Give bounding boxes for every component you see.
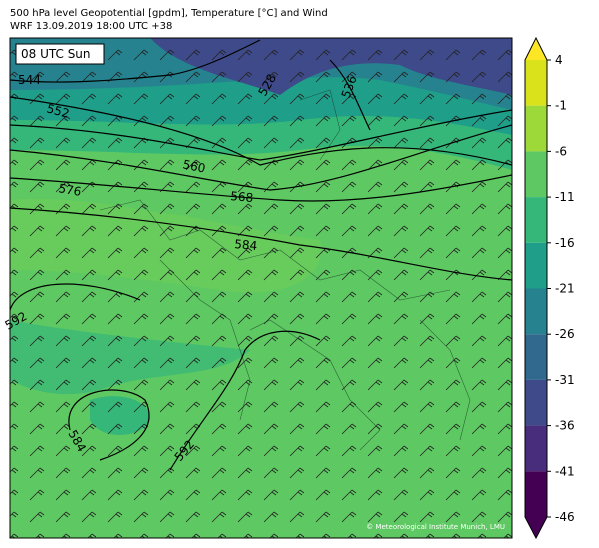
- contour-label: 576: [57, 181, 82, 199]
- colorbar-tick-label: -46: [555, 510, 575, 524]
- credit: © Meteorological Institute Munich, LMU: [366, 523, 505, 531]
- map: [10, 38, 512, 538]
- time-label: 08 UTC Sun: [21, 47, 91, 61]
- colorbar-band: [525, 242, 547, 289]
- map-frame: [9, 37, 513, 539]
- colorbar-band: [525, 288, 547, 335]
- colorbar-tick-label: -6: [555, 144, 567, 158]
- colorbar-band: [525, 425, 547, 472]
- colorbar-tick-label: -16: [555, 236, 575, 250]
- time-box: [15, 43, 105, 65]
- contour-label: 584: [234, 237, 258, 253]
- colorbar-tick-label: -26: [555, 327, 575, 341]
- colorbar-tick-label: 4: [555, 53, 563, 67]
- colorbar-tick-label: -11: [555, 190, 575, 204]
- colorbar-band: [525, 197, 547, 243]
- contour-label: 568: [230, 189, 254, 205]
- colorbar-band: [525, 105, 547, 152]
- colorbar-under: [525, 517, 547, 538]
- colorbar-band: [525, 60, 547, 106]
- colorbar-over: [525, 38, 547, 60]
- colorbar-tick-label: -41: [555, 464, 575, 478]
- title: 500 hPa level Geopotential [gpdm], Tempe…: [10, 8, 328, 19]
- colorbar-tick-label: -21: [555, 282, 575, 296]
- subtitle: WRF 13.09.2019 18:00 UTC +38: [10, 21, 172, 32]
- colorbar-tick-label: -1: [555, 99, 567, 113]
- contour-label: 552: [45, 101, 71, 120]
- contour-label: 544: [18, 73, 41, 87]
- colorbar-tick-label: -31: [555, 373, 575, 387]
- colorbar-band: [525, 379, 547, 426]
- colorbar-band: [525, 471, 547, 517]
- contour-label: 560: [181, 157, 206, 175]
- colorbar-band: [525, 151, 547, 198]
- colorbar-band: [525, 334, 547, 380]
- colorbar-tick-label: -36: [555, 419, 575, 433]
